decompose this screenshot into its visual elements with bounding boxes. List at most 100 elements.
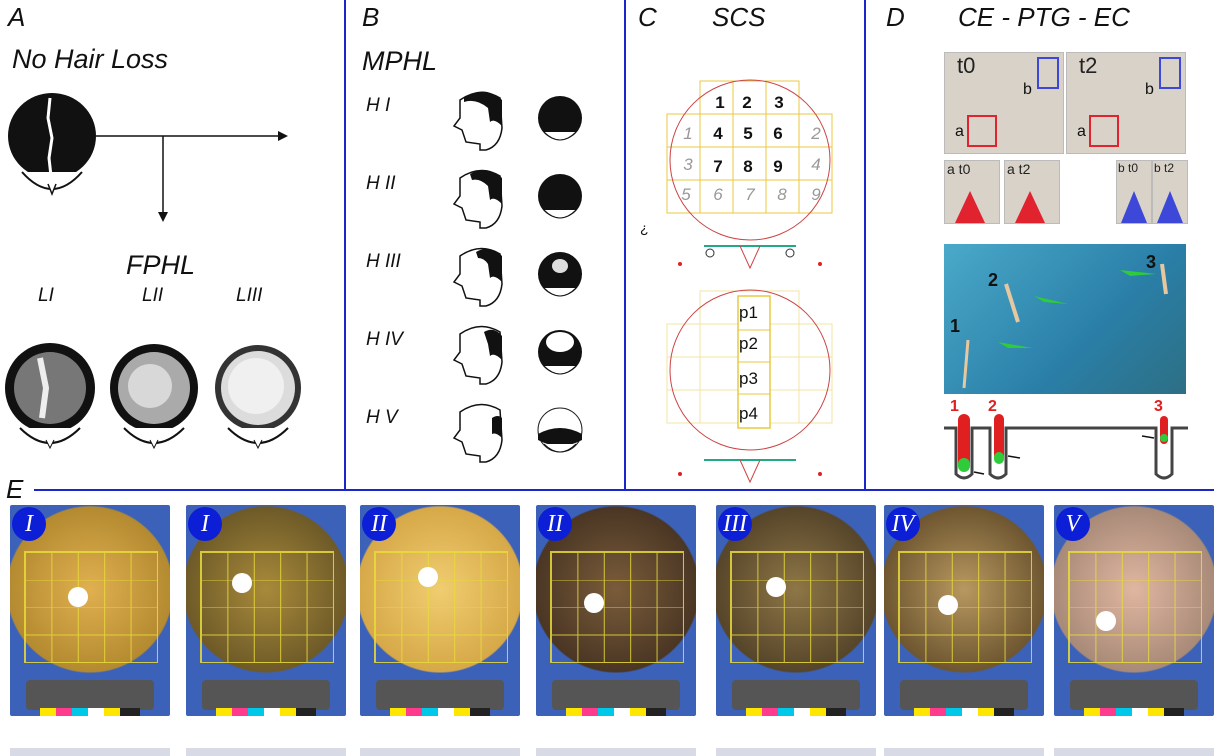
scalp-photo-4: II bbox=[536, 505, 696, 716]
color-calibration-bar bbox=[566, 708, 666, 716]
grade-badge: I bbox=[188, 507, 222, 541]
mphl-head-drawings bbox=[452, 91, 583, 463]
mphl-stage-2: H II bbox=[366, 173, 396, 194]
scs-overlay bbox=[200, 551, 334, 663]
scs-cell: 8 bbox=[777, 185, 787, 204]
head-rest bbox=[1070, 680, 1198, 710]
panel-b-letter: B bbox=[362, 2, 380, 32]
scs-cell: 3 bbox=[774, 93, 784, 112]
scs-cell: 9 bbox=[811, 185, 821, 204]
scs-strip-p3: p3 bbox=[739, 369, 758, 388]
stained-hair-photo: 1 2 3 bbox=[944, 244, 1186, 394]
hair-strands bbox=[962, 263, 1168, 389]
vertex-marker bbox=[584, 593, 604, 613]
color-calibration-bar bbox=[216, 708, 316, 716]
panel-d-title: CE - PTG - EC bbox=[958, 2, 1130, 32]
color-calibration-bar bbox=[914, 708, 1014, 716]
trichogram-t0: t0 b a bbox=[944, 52, 1064, 154]
region-b-box bbox=[1159, 57, 1181, 89]
panel-c-letter: C bbox=[638, 2, 657, 32]
vertex-marker bbox=[232, 573, 252, 593]
panel-d-letter: D bbox=[886, 2, 905, 32]
region-b-label: b bbox=[1145, 81, 1154, 98]
fphl-title: FPHL bbox=[126, 250, 196, 280]
grade-badge: II bbox=[362, 507, 396, 541]
region-b-box bbox=[1037, 57, 1059, 89]
region-a-box bbox=[967, 115, 997, 147]
fphl-level-3: LIII bbox=[236, 285, 263, 306]
scs-cell: 1 bbox=[715, 93, 725, 112]
mphl-stage-1: H I bbox=[366, 95, 391, 116]
scs-cell: 2 bbox=[811, 124, 821, 143]
next-row-strip bbox=[716, 748, 876, 756]
scs-cell: 5 bbox=[743, 124, 753, 143]
fphl-scalp-diagrams bbox=[5, 343, 301, 450]
scs-cell: 5 bbox=[681, 185, 691, 204]
next-row-strip bbox=[884, 748, 1044, 756]
scs-overlay bbox=[24, 551, 158, 663]
scs-cell: 1 bbox=[683, 124, 693, 143]
scalp-photo-6: IV bbox=[884, 505, 1044, 716]
region-b-label: b bbox=[1023, 81, 1032, 98]
scs-cell: 7 bbox=[713, 157, 723, 176]
normal-scalp-diagram bbox=[8, 93, 288, 222]
vertex-marker bbox=[766, 577, 786, 597]
scs-cell: 7 bbox=[745, 185, 755, 204]
scs-overlay bbox=[374, 551, 508, 663]
divider-bc bbox=[624, 0, 626, 490]
divider-e bbox=[34, 489, 1214, 491]
scs-overlay bbox=[1068, 551, 1202, 663]
red-marker-icon bbox=[955, 191, 985, 223]
scs-cell: 9 bbox=[773, 157, 783, 176]
scs-overlay bbox=[550, 551, 684, 663]
panel-b-title: MPHL bbox=[362, 46, 438, 76]
grade-badge: IV bbox=[886, 507, 920, 541]
grade-badge: V bbox=[1056, 507, 1090, 541]
panel-e-letter: E bbox=[6, 474, 24, 504]
t0-label: t0 bbox=[957, 53, 976, 78]
vertex-marker bbox=[1096, 611, 1116, 631]
stray-mark: ¿ bbox=[640, 220, 649, 236]
scs-cell: 6 bbox=[713, 185, 723, 204]
trichogram-t2: t2 b a bbox=[1066, 52, 1186, 154]
head-rest bbox=[376, 680, 504, 710]
scs-strip-p4: p4 bbox=[739, 404, 758, 423]
follicle-number-2: 2 bbox=[988, 398, 997, 415]
scs-cell: 4 bbox=[713, 124, 723, 143]
scs-overlay bbox=[730, 551, 864, 663]
head-rest bbox=[26, 680, 154, 710]
hair-number-2: 2 bbox=[988, 270, 999, 290]
panel-a-title: No Hair Loss bbox=[12, 44, 169, 74]
next-row-strip bbox=[536, 748, 696, 756]
head-rest bbox=[900, 680, 1028, 710]
scalp-photo-7: V bbox=[1054, 505, 1214, 716]
scalp-photo-2: I bbox=[186, 505, 346, 716]
blue-marker-icon bbox=[1121, 191, 1147, 223]
color-calibration-bar bbox=[40, 708, 140, 716]
scalp-photo-5: III bbox=[716, 505, 876, 716]
scs-strip-p1: p1 bbox=[739, 303, 758, 322]
color-calibration-bar bbox=[1084, 708, 1184, 716]
follicle-number-3: 3 bbox=[1154, 398, 1163, 415]
color-calibration-bar bbox=[746, 708, 846, 716]
scs-strip-p2: p2 bbox=[739, 334, 758, 353]
divider-cd bbox=[864, 0, 866, 490]
panel-a-letter: A bbox=[8, 2, 26, 32]
vertex-marker bbox=[68, 587, 88, 607]
scs-cell: 4 bbox=[811, 155, 821, 174]
head-rest bbox=[552, 680, 680, 710]
scs-grid-diagram bbox=[666, 79, 833, 270]
vertex-marker bbox=[938, 595, 958, 615]
scs-cell: 8 bbox=[743, 157, 753, 176]
vertex-marker bbox=[418, 567, 438, 587]
mphl-stage-3: H III bbox=[366, 251, 401, 272]
grade-badge: III bbox=[718, 507, 752, 541]
head-rest bbox=[202, 680, 330, 710]
fphl-level-2: LII bbox=[142, 285, 164, 306]
divider-ab bbox=[344, 0, 346, 490]
zoom-a-t2: a t2 bbox=[1004, 160, 1060, 224]
mphl-stage-5: H V bbox=[366, 407, 398, 428]
hair-number-3: 3 bbox=[1146, 252, 1157, 272]
t2-label: t2 bbox=[1079, 53, 1098, 78]
fphl-level-1: LI bbox=[38, 285, 54, 306]
